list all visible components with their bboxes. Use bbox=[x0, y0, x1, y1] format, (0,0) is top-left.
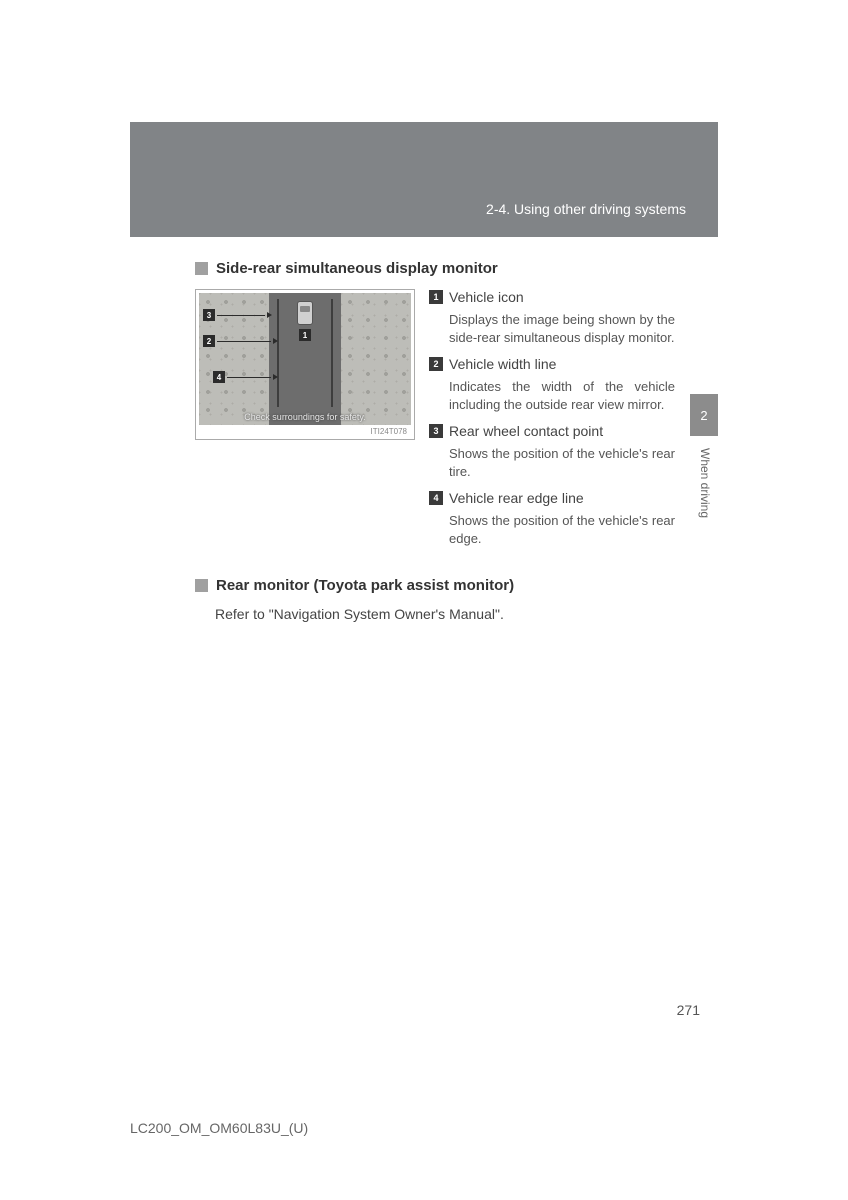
chapter-label: When driving bbox=[698, 448, 712, 518]
legend-list: 1 Vehicle icon Displays the image being … bbox=[429, 289, 675, 557]
arrow-icon bbox=[267, 312, 272, 318]
num-badge: 1 bbox=[429, 290, 443, 304]
callout-badge-3: 3 bbox=[203, 309, 215, 321]
leader-line bbox=[217, 341, 271, 342]
figure-container: 1 3 2 4 bbox=[195, 289, 415, 557]
section-2: Rear monitor (Toyota park assist monitor… bbox=[195, 577, 675, 622]
figure-code: ITI24T078 bbox=[199, 427, 411, 436]
callout-1: 1 bbox=[299, 329, 311, 341]
arrow-icon bbox=[273, 374, 278, 380]
leader-line bbox=[227, 377, 271, 378]
legend-label: Vehicle width line bbox=[449, 356, 556, 372]
display-monitor-diagram: 1 3 2 4 bbox=[199, 293, 411, 425]
callout-3: 3 bbox=[203, 309, 272, 321]
arrow-icon bbox=[273, 338, 278, 344]
terrain-right bbox=[341, 293, 411, 425]
legend-desc: Shows the position of the vehicle's rear… bbox=[449, 512, 675, 547]
legend-label: Vehicle rear edge line bbox=[449, 490, 584, 506]
callout-2: 2 bbox=[203, 335, 278, 347]
legend-desc: Shows the position of the vehicle's rear… bbox=[449, 445, 675, 480]
section-heading-2: Rear monitor (Toyota park assist monitor… bbox=[195, 577, 675, 594]
safety-message: Check surroundings for safety. bbox=[199, 412, 411, 422]
legend-desc: Displays the image being shown by the si… bbox=[449, 311, 675, 346]
bullet-square-icon bbox=[195, 262, 208, 275]
callout-badge-2: 2 bbox=[203, 335, 215, 347]
leader-line bbox=[217, 315, 265, 316]
legend-item: 2 Vehicle width line Indicates the width… bbox=[429, 356, 675, 413]
callout-badge-1: 1 bbox=[299, 329, 311, 341]
vehicle-icon bbox=[297, 301, 313, 325]
num-badge: 4 bbox=[429, 491, 443, 505]
callout-4: 4 bbox=[213, 371, 278, 383]
page-content: Side-rear simultaneous display monitor 1… bbox=[195, 260, 675, 622]
num-badge: 2 bbox=[429, 357, 443, 371]
section-title-2: Rear monitor (Toyota park assist monitor… bbox=[216, 577, 514, 594]
section-title-1: Side-rear simultaneous display monitor bbox=[216, 260, 498, 277]
legend-label: Rear wheel contact point bbox=[449, 423, 603, 439]
legend-label: Vehicle icon bbox=[449, 289, 524, 305]
num-badge: 3 bbox=[429, 424, 443, 438]
breadcrumb: 2-4. Using other driving systems bbox=[486, 201, 686, 217]
callout-badge-4: 4 bbox=[213, 371, 225, 383]
legend-desc: Indicates the width of the vehicle inclu… bbox=[449, 378, 675, 413]
bullet-square-icon bbox=[195, 579, 208, 592]
page-number: 271 bbox=[677, 1002, 700, 1018]
header-band: 2-4. Using other driving systems bbox=[130, 122, 718, 237]
road-line-right bbox=[331, 299, 333, 407]
figure-legend-row: 1 3 2 4 bbox=[195, 289, 675, 557]
chapter-number: 2 bbox=[700, 408, 707, 423]
legend-item: 4 Vehicle rear edge line Shows the posit… bbox=[429, 490, 675, 547]
refer-text: Refer to "Navigation System Owner's Manu… bbox=[215, 606, 675, 622]
road-line-left bbox=[277, 299, 279, 407]
legend-item: 3 Rear wheel contact point Shows the pos… bbox=[429, 423, 675, 480]
figure-box: 1 3 2 4 bbox=[195, 289, 415, 440]
section-heading-1: Side-rear simultaneous display monitor bbox=[195, 260, 675, 277]
legend-item: 1 Vehicle icon Displays the image being … bbox=[429, 289, 675, 346]
document-code: LC200_OM_OM60L83U_(U) bbox=[130, 1120, 308, 1136]
chapter-tab: 2 bbox=[690, 394, 718, 436]
